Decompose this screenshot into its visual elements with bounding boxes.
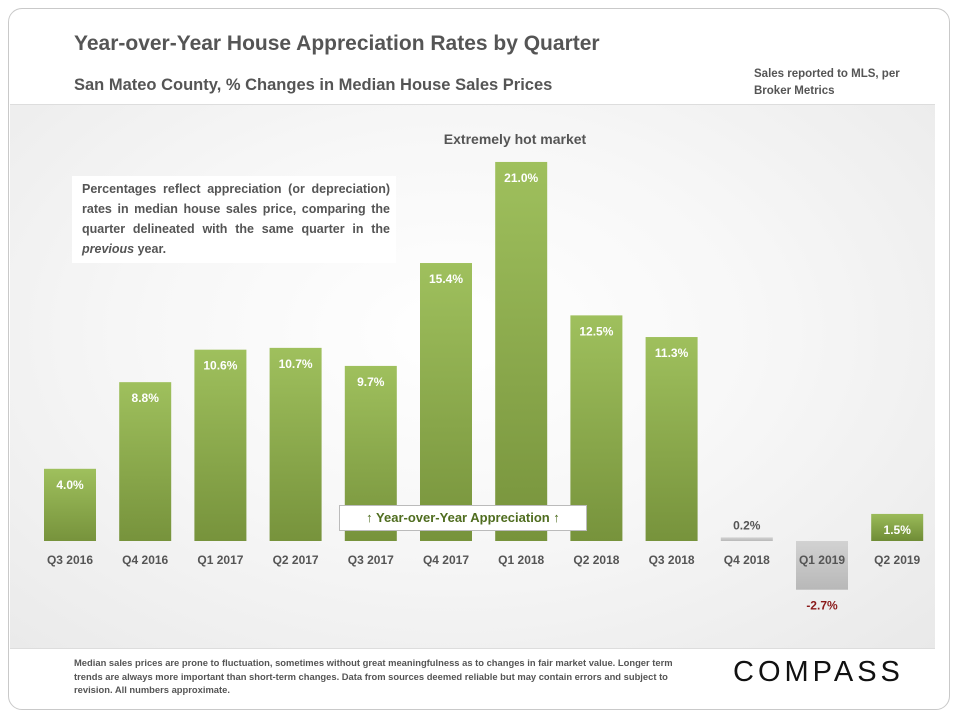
bar-q3-2016 [44,468,96,541]
data-label: 15.4% [429,272,463,286]
appreciation-legend-box: ↑ Year-over-Year Appreciation ↑ [339,505,587,531]
chart-title: Year-over-Year House Appreciation Rates … [74,32,600,55]
footer-disclaimer: Median sales prices are prone to fluctua… [74,657,673,695]
bar-q4-2018 [720,537,773,541]
category-label: Q4 2017 [423,553,469,567]
data-label: 9.7% [357,375,385,389]
bar-q2-2018 [570,315,623,541]
bar-q4-2017 [420,263,472,541]
data-label: 11.3% [655,346,689,360]
category-label: Q4 2018 [724,553,770,567]
bar-q1-2019 [796,541,848,590]
bar-q2-2019 [871,513,924,541]
category-label: Q3 2016 [47,553,93,567]
category-label: Q3 2018 [649,553,695,567]
category-label: Q1 2018 [498,553,544,567]
annotation-emphasis: previous [82,242,135,256]
bar-q1-2018 [495,161,548,541]
category-label: Q2 2018 [573,553,619,567]
source-note: Sales reported to MLS, per Broker Metric… [754,68,900,97]
data-label: 21.0% [504,171,538,185]
annotation-text-after: year. [134,242,167,256]
annotation-box: Percentages reflect appreciation (or dep… [72,176,396,263]
annotation-text-before: Percentages reflect appreciation (or dep… [82,182,390,236]
bar-q3-2018 [645,337,698,541]
category-label: Q3 2017 [348,553,394,567]
bar-q2-2017 [269,347,322,541]
data-label: -2.7% [806,599,838,613]
bar-q1-2017 [194,349,247,541]
chart-subtitle: San Mateo County, % Changes in Median Ho… [74,76,553,94]
category-label: Q4 2016 [122,553,168,567]
data-label: 10.7% [279,357,313,371]
data-label: 1.5% [884,523,912,537]
bar-q4-2016 [119,382,172,541]
category-label: Q2 2017 [273,553,319,567]
data-label: 8.8% [132,391,160,405]
data-label: 0.2% [733,518,761,532]
data-label: 12.5% [579,324,613,338]
data-label: 4.0% [56,478,84,492]
hot-market-label: Extremely hot market [443,131,587,147]
compass-logo: COMPASS [733,656,904,688]
category-label: Q1 2019 [799,553,845,567]
data-label: 10.6% [203,359,237,373]
category-label: Q2 2019 [874,553,920,567]
category-label: Q1 2017 [197,553,243,567]
